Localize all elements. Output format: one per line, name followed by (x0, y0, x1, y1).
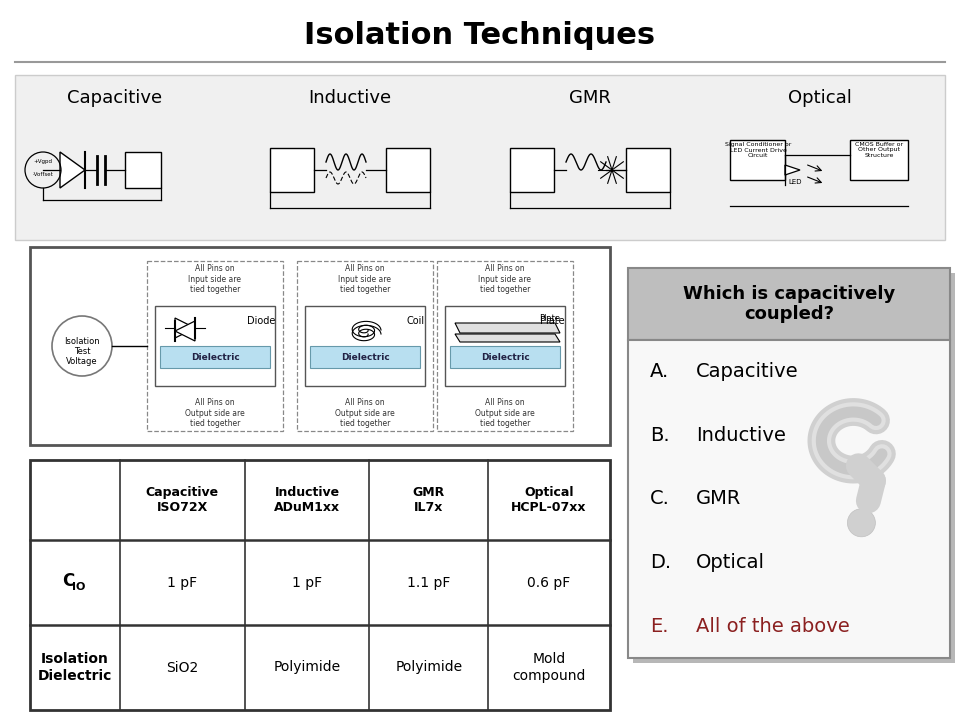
Text: Optical: Optical (788, 89, 852, 107)
Text: Inductive: Inductive (696, 426, 786, 445)
Bar (628, 340, 950, 658)
Text: 1 pF: 1 pF (167, 575, 198, 590)
Text: -Voffset: -Voffset (33, 173, 54, 178)
Text: C: C (61, 572, 74, 590)
Bar (147, 261, 283, 431)
Text: All of the above: All of the above (696, 617, 850, 636)
Bar (445, 306, 565, 386)
Text: D.: D. (650, 553, 671, 572)
Bar (30, 460, 610, 710)
Text: Optical: Optical (696, 553, 765, 572)
Text: Polyimide: Polyimide (274, 660, 341, 675)
Bar (730, 140, 785, 180)
Bar (270, 148, 314, 192)
Text: Optical
HCPL-07xx: Optical HCPL-07xx (512, 486, 587, 514)
Text: Inductive
ADuM1xx: Inductive ADuM1xx (274, 486, 340, 514)
Bar (15, 75, 945, 240)
Bar (305, 306, 425, 386)
Text: All Pins on
Input side are
tied together: All Pins on Input side are tied together (478, 264, 532, 294)
Bar (310, 346, 420, 368)
Text: All Pins on
Output side are
tied together: All Pins on Output side are tied togethe… (185, 398, 245, 428)
Text: Diode: Diode (247, 316, 275, 326)
Text: Inductive: Inductive (308, 89, 392, 107)
Text: All Pins on
Input side are
tied together: All Pins on Input side are tied together (188, 264, 242, 294)
Text: CMOS Buffer or
Other Output
Structure: CMOS Buffer or Other Output Structure (855, 142, 903, 158)
Text: Signal Conditioner or
LED Current Drive
Circuit: Signal Conditioner or LED Current Drive … (725, 142, 791, 158)
Text: All Pins on
Output side are
tied together: All Pins on Output side are tied togethe… (335, 398, 395, 428)
Bar (628, 268, 950, 340)
Circle shape (52, 316, 112, 376)
Polygon shape (785, 165, 800, 175)
Text: IO: IO (72, 582, 85, 592)
Bar (510, 148, 554, 192)
Bar (626, 148, 670, 192)
Text: E.: E. (650, 617, 668, 636)
Text: Coil: Coil (407, 316, 425, 326)
Bar (30, 247, 610, 445)
Text: Which is capacitively
coupled?: Which is capacitively coupled? (683, 284, 895, 323)
Text: Mold
compound: Mold compound (513, 652, 586, 683)
Text: Dielectric: Dielectric (481, 353, 529, 361)
Text: Isolation
Dielectric: Isolation Dielectric (37, 652, 112, 683)
Bar (437, 261, 573, 431)
Polygon shape (455, 334, 560, 342)
Text: Isolation Techniques: Isolation Techniques (304, 20, 656, 50)
Bar (386, 148, 430, 192)
Bar (850, 140, 908, 180)
Text: Capacitive: Capacitive (67, 89, 162, 107)
Text: SiO2: SiO2 (166, 660, 199, 675)
Text: 0.6 pF: 0.6 pF (527, 575, 571, 590)
Text: 1 pF: 1 pF (292, 575, 322, 590)
Text: All Pins on
Input side are
tied together: All Pins on Input side are tied together (339, 264, 392, 294)
Bar (297, 261, 433, 431)
Text: 1.1 pF: 1.1 pF (407, 575, 450, 590)
Text: Isolation: Isolation (64, 336, 100, 346)
Text: +Vgpd: +Vgpd (34, 160, 53, 164)
Polygon shape (455, 323, 560, 333)
Polygon shape (175, 321, 195, 341)
Text: Capacitive: Capacitive (696, 362, 799, 382)
Text: All Pins on
Output side are
tied together: All Pins on Output side are tied togethe… (475, 398, 535, 428)
Text: B.: B. (650, 426, 670, 445)
Circle shape (848, 509, 876, 537)
Text: Plate: Plate (540, 316, 565, 326)
Bar (633, 273, 955, 663)
Bar (155, 306, 275, 386)
Bar (160, 346, 270, 368)
Text: Polyimide: Polyimide (396, 660, 463, 675)
Text: C.: C. (650, 490, 670, 508)
Text: GMR: GMR (569, 89, 611, 107)
Polygon shape (175, 318, 195, 338)
Text: Dielectric: Dielectric (341, 353, 390, 361)
Bar (125, 152, 161, 188)
Text: GMR: GMR (696, 490, 741, 508)
Text: LED: LED (788, 179, 802, 185)
Text: A.: A. (650, 362, 669, 382)
Text: GMR
IL7x: GMR IL7x (413, 486, 444, 514)
Text: Dielectric: Dielectric (191, 353, 239, 361)
Polygon shape (60, 152, 85, 188)
Text: Plate: Plate (539, 314, 560, 323)
Text: Test: Test (74, 346, 90, 356)
Text: Capacitive
ISO72X: Capacitive ISO72X (146, 486, 219, 514)
Text: Voltage: Voltage (66, 356, 98, 366)
Bar (450, 346, 560, 368)
